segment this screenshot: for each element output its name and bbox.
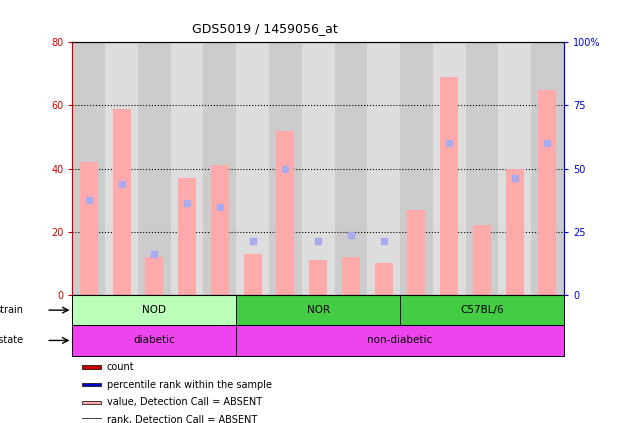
Bar xyxy=(171,42,203,295)
Bar xyxy=(498,42,531,295)
Bar xyxy=(335,42,367,295)
Bar xyxy=(83,365,101,369)
Text: NOD: NOD xyxy=(142,305,166,315)
Bar xyxy=(236,295,400,325)
Bar xyxy=(440,77,458,295)
Bar xyxy=(408,210,425,295)
Bar xyxy=(236,42,269,295)
Text: count: count xyxy=(106,362,134,372)
Bar xyxy=(83,401,101,404)
Bar xyxy=(83,418,101,422)
Bar xyxy=(539,90,556,295)
Bar xyxy=(244,254,261,295)
Text: disease state: disease state xyxy=(0,335,23,346)
Bar xyxy=(400,295,564,325)
Text: value, Detection Call = ABSENT: value, Detection Call = ABSENT xyxy=(106,397,261,407)
Text: rank, Detection Call = ABSENT: rank, Detection Call = ABSENT xyxy=(106,415,257,423)
Text: NOR: NOR xyxy=(307,305,329,315)
Bar xyxy=(178,178,196,295)
Text: non-diabetic: non-diabetic xyxy=(367,335,433,346)
Bar xyxy=(367,42,400,295)
Bar xyxy=(72,325,236,356)
Bar xyxy=(72,42,105,295)
Bar xyxy=(72,295,236,325)
Bar xyxy=(433,42,466,295)
Bar xyxy=(506,169,524,295)
Text: strain: strain xyxy=(0,305,23,315)
Bar xyxy=(138,42,171,295)
Bar xyxy=(309,260,327,295)
Bar xyxy=(269,42,302,295)
Bar xyxy=(531,42,564,295)
Bar xyxy=(211,165,229,295)
Bar xyxy=(400,42,433,295)
Bar xyxy=(277,131,294,295)
Bar xyxy=(342,257,360,295)
Bar xyxy=(236,325,564,356)
Bar xyxy=(466,42,498,295)
Bar xyxy=(113,109,130,295)
Bar xyxy=(375,264,392,295)
Bar xyxy=(105,42,138,295)
Bar xyxy=(302,42,335,295)
Bar xyxy=(146,257,163,295)
Text: C57BL/6: C57BL/6 xyxy=(460,305,504,315)
Bar xyxy=(83,383,101,386)
Text: diabetic: diabetic xyxy=(134,335,175,346)
Bar xyxy=(80,162,98,295)
Text: GDS5019 / 1459056_at: GDS5019 / 1459056_at xyxy=(192,22,338,35)
Text: percentile rank within the sample: percentile rank within the sample xyxy=(106,380,272,390)
Bar xyxy=(203,42,236,295)
Bar xyxy=(473,225,491,295)
